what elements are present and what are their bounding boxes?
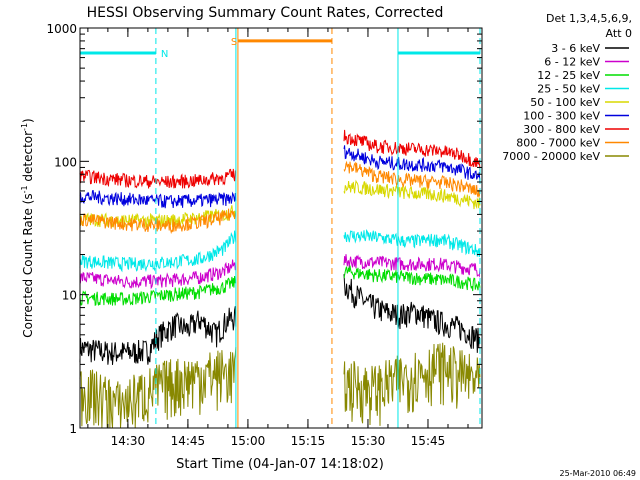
y-axis-label-sup1: -1 bbox=[20, 185, 29, 193]
series-line-3 bbox=[79, 229, 481, 273]
legend-label-2: 12 - 25 keV bbox=[537, 69, 600, 82]
x-tick-label-0: 14:30 bbox=[111, 434, 146, 448]
legend-label-4: 50 - 100 keV bbox=[530, 96, 600, 109]
x-axis-label: Start Time (04-Jan-07 14:18:02) bbox=[176, 457, 384, 472]
legend-label-8: 7000 - 20000 keV bbox=[502, 150, 600, 163]
x-tick-label-3: 15:15 bbox=[291, 434, 326, 448]
flag-bands: NS bbox=[80, 37, 480, 60]
legend-header-2: Att 0 bbox=[606, 27, 632, 40]
legend-label-7: 800 - 7000 keV bbox=[516, 137, 600, 150]
x-tick-label-5: 15:45 bbox=[411, 434, 446, 448]
chart-title: HESSI Observing Summary Count Rates, Cor… bbox=[87, 5, 444, 21]
legend-label-5: 100 - 300 keV bbox=[523, 110, 600, 123]
y-axis-label-sup2: -1 bbox=[20, 123, 29, 131]
legend-label-0: 3 - 6 keV bbox=[551, 42, 600, 55]
y-axis-label-end: ) bbox=[21, 118, 35, 123]
plot-frame bbox=[79, 27, 483, 429]
series-line-6 bbox=[79, 129, 481, 189]
y-axis-ticks: 1 10 100 1000 bbox=[46, 22, 482, 436]
y-tick-label-2: 100 bbox=[54, 155, 77, 169]
y-axis-label-mid: detector bbox=[21, 131, 35, 186]
series-line-0 bbox=[79, 274, 481, 365]
legend-label-3: 25 - 50 keV bbox=[537, 83, 600, 96]
x-tick-label-4: 15:30 bbox=[351, 434, 386, 448]
x-tick-label-2: 15:00 bbox=[231, 434, 266, 448]
timestamp: 25-Mar-2010 06:49 bbox=[560, 469, 637, 478]
series-line-7 bbox=[79, 160, 481, 235]
series-line-1 bbox=[79, 254, 481, 290]
y-axis-label: Corrected Count Rate (s-1 detector-1) bbox=[20, 118, 35, 337]
flag-band-label-1: S bbox=[231, 37, 237, 48]
x-axis-ticks: 14:30 14:45 15:00 15:15 15:30 15:45 bbox=[87, 28, 469, 448]
y-tick-label-1: 10 bbox=[62, 289, 77, 303]
x-tick-label-1: 14:45 bbox=[171, 434, 206, 448]
series-line-5 bbox=[79, 145, 481, 209]
series-line-2 bbox=[79, 265, 481, 307]
y-tick-label-3: 1000 bbox=[46, 22, 77, 36]
y-tick-label-0: 1 bbox=[69, 422, 77, 436]
markers bbox=[79, 28, 481, 428]
y-axis-label-main: Corrected Count Rate (s bbox=[21, 193, 35, 337]
flag-band-label-0: N bbox=[161, 49, 168, 60]
legend-label-6: 300 - 800 keV bbox=[523, 123, 600, 136]
legend-label-1: 6 - 12 keV bbox=[544, 56, 600, 69]
legend-header-1: Det 1,3,4,5,6,9, bbox=[546, 12, 632, 25]
plot-lines bbox=[79, 129, 481, 429]
series-line-4 bbox=[79, 179, 481, 228]
series-line-8 bbox=[79, 342, 481, 429]
